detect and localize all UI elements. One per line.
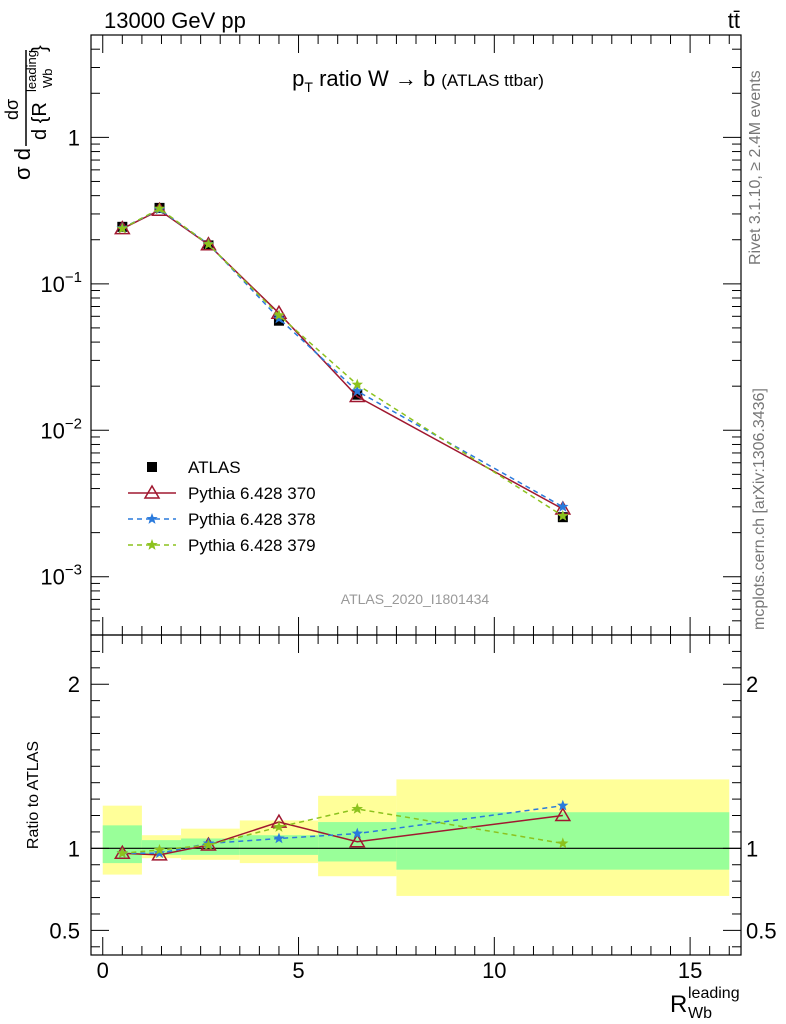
svg-text:}: } bbox=[29, 45, 51, 52]
main-point bbox=[202, 238, 215, 250]
svg-text:dσ: dσ bbox=[2, 99, 22, 120]
rivet-label: Rivet 3.1.10, ≥ 2.4M events bbox=[747, 70, 764, 265]
ratio-point bbox=[202, 839, 215, 850]
legend-item: Pythia 6.428 378 bbox=[128, 510, 316, 529]
header-left: 13000 GeV pp bbox=[104, 8, 246, 33]
legend-marker bbox=[146, 539, 158, 550]
mcplots-label: mcplots.cern.ch [arXiv:1306.3436] bbox=[751, 388, 768, 630]
ratio-point bbox=[153, 847, 166, 859]
main-point bbox=[273, 309, 285, 321]
ratio-xtick-label: 0 bbox=[97, 958, 109, 983]
ratio-xtick-label: 15 bbox=[678, 958, 702, 983]
ratio-ytick-label-right: 1 bbox=[746, 836, 758, 861]
ratio-ytick-label-right: 0.5 bbox=[746, 918, 777, 943]
main-ylabel: σ d dσ d {R leading Wb } bbox=[2, 45, 55, 180]
main-ytick-label: 10−1 bbox=[40, 269, 82, 297]
ratio-point bbox=[557, 799, 569, 811]
ratio-series-line bbox=[122, 808, 563, 855]
legend-marker bbox=[143, 484, 161, 499]
svg-text:d {R: d {R bbox=[29, 102, 51, 140]
ratio-point bbox=[273, 821, 285, 832]
legend: ATLAS Pythia 6.428 370 Pythia 6.428 378 Pyt… bbox=[128, 458, 316, 555]
main-point bbox=[351, 385, 363, 396]
main-point bbox=[557, 509, 569, 521]
legend-item: Pythia 6.428 370 bbox=[128, 484, 316, 503]
band-green bbox=[102, 825, 142, 864]
ratio-panel: 0.5 0.5 1 1 2 2 0 5 10 15 Ratio to ATLAS R leadi… bbox=[25, 634, 777, 1022]
svg-text:leading: leading bbox=[24, 50, 39, 92]
ratio-point bbox=[151, 846, 168, 861]
legend-label: Pythia 6.428 379 bbox=[188, 536, 316, 555]
main-point bbox=[348, 388, 366, 403]
ratio-point bbox=[351, 827, 363, 839]
ratio-xlabel: R leading Wb bbox=[670, 985, 740, 1022]
ratio-ytick-label: 2 bbox=[68, 672, 80, 697]
ratio-ytick-label-right: 2 bbox=[746, 672, 758, 697]
ratio-ylabel: Ratio to ATLAS bbox=[25, 741, 42, 849]
ratio-point bbox=[273, 832, 285, 844]
ratio-series-2 bbox=[116, 802, 569, 859]
header-right: tt̄ bbox=[728, 8, 740, 33]
legend-label: Pythia 6.428 370 bbox=[188, 484, 316, 503]
main-ytick-label: 10−3 bbox=[40, 562, 82, 590]
ratio-xtick-label: 10 bbox=[482, 958, 506, 983]
main-title: pT ratio W → b (ATLAS ttbar) bbox=[292, 66, 544, 95]
legend-item: ATLAS bbox=[147, 458, 241, 477]
ratio-point bbox=[557, 837, 569, 849]
main-ytick-label: 10−2 bbox=[40, 415, 82, 443]
ratio-point bbox=[351, 802, 363, 814]
legend-label: Pythia 6.428 378 bbox=[188, 510, 316, 529]
svg-text:Wb: Wb bbox=[688, 1005, 712, 1022]
main-point bbox=[153, 202, 166, 214]
legend-label: ATLAS bbox=[188, 458, 241, 477]
main-point bbox=[116, 222, 128, 234]
main-point bbox=[351, 378, 363, 390]
ratio-point bbox=[348, 833, 366, 848]
legend-item: Pythia 6.428 379 bbox=[128, 536, 316, 555]
ratio-series-line bbox=[122, 804, 563, 855]
svg-text:R: R bbox=[670, 991, 687, 1018]
main-series-3 bbox=[116, 202, 569, 521]
ratio-point bbox=[153, 844, 166, 855]
main-series-2 bbox=[116, 203, 569, 512]
main-panel: 1 10−1 10−2 10−3 pT ratio W → b (ATLAS ttbar… bbox=[2, 34, 742, 636]
ratio-ytick-label: 1 bbox=[68, 836, 80, 861]
main-point bbox=[352, 389, 363, 400]
legend-marker bbox=[147, 462, 157, 472]
analysis-id: ATLAS_2020_I1801434 bbox=[341, 591, 490, 607]
main-ytick-label: 1 bbox=[68, 125, 80, 150]
ratio-xtick-label: 5 bbox=[292, 958, 304, 983]
main-point bbox=[557, 500, 569, 512]
ratio-point bbox=[554, 807, 572, 822]
ratio-series-line bbox=[122, 814, 563, 856]
ratio-point bbox=[116, 847, 128, 859]
legend-marker bbox=[146, 513, 158, 524]
main-point bbox=[273, 312, 285, 324]
ratio-ytick-label: 0.5 bbox=[49, 918, 80, 943]
svg-text:σ d: σ d bbox=[10, 148, 35, 180]
main-series-1 bbox=[114, 201, 572, 515]
svg-text:Wb: Wb bbox=[40, 69, 55, 89]
svg-text:leading: leading bbox=[688, 985, 740, 1002]
